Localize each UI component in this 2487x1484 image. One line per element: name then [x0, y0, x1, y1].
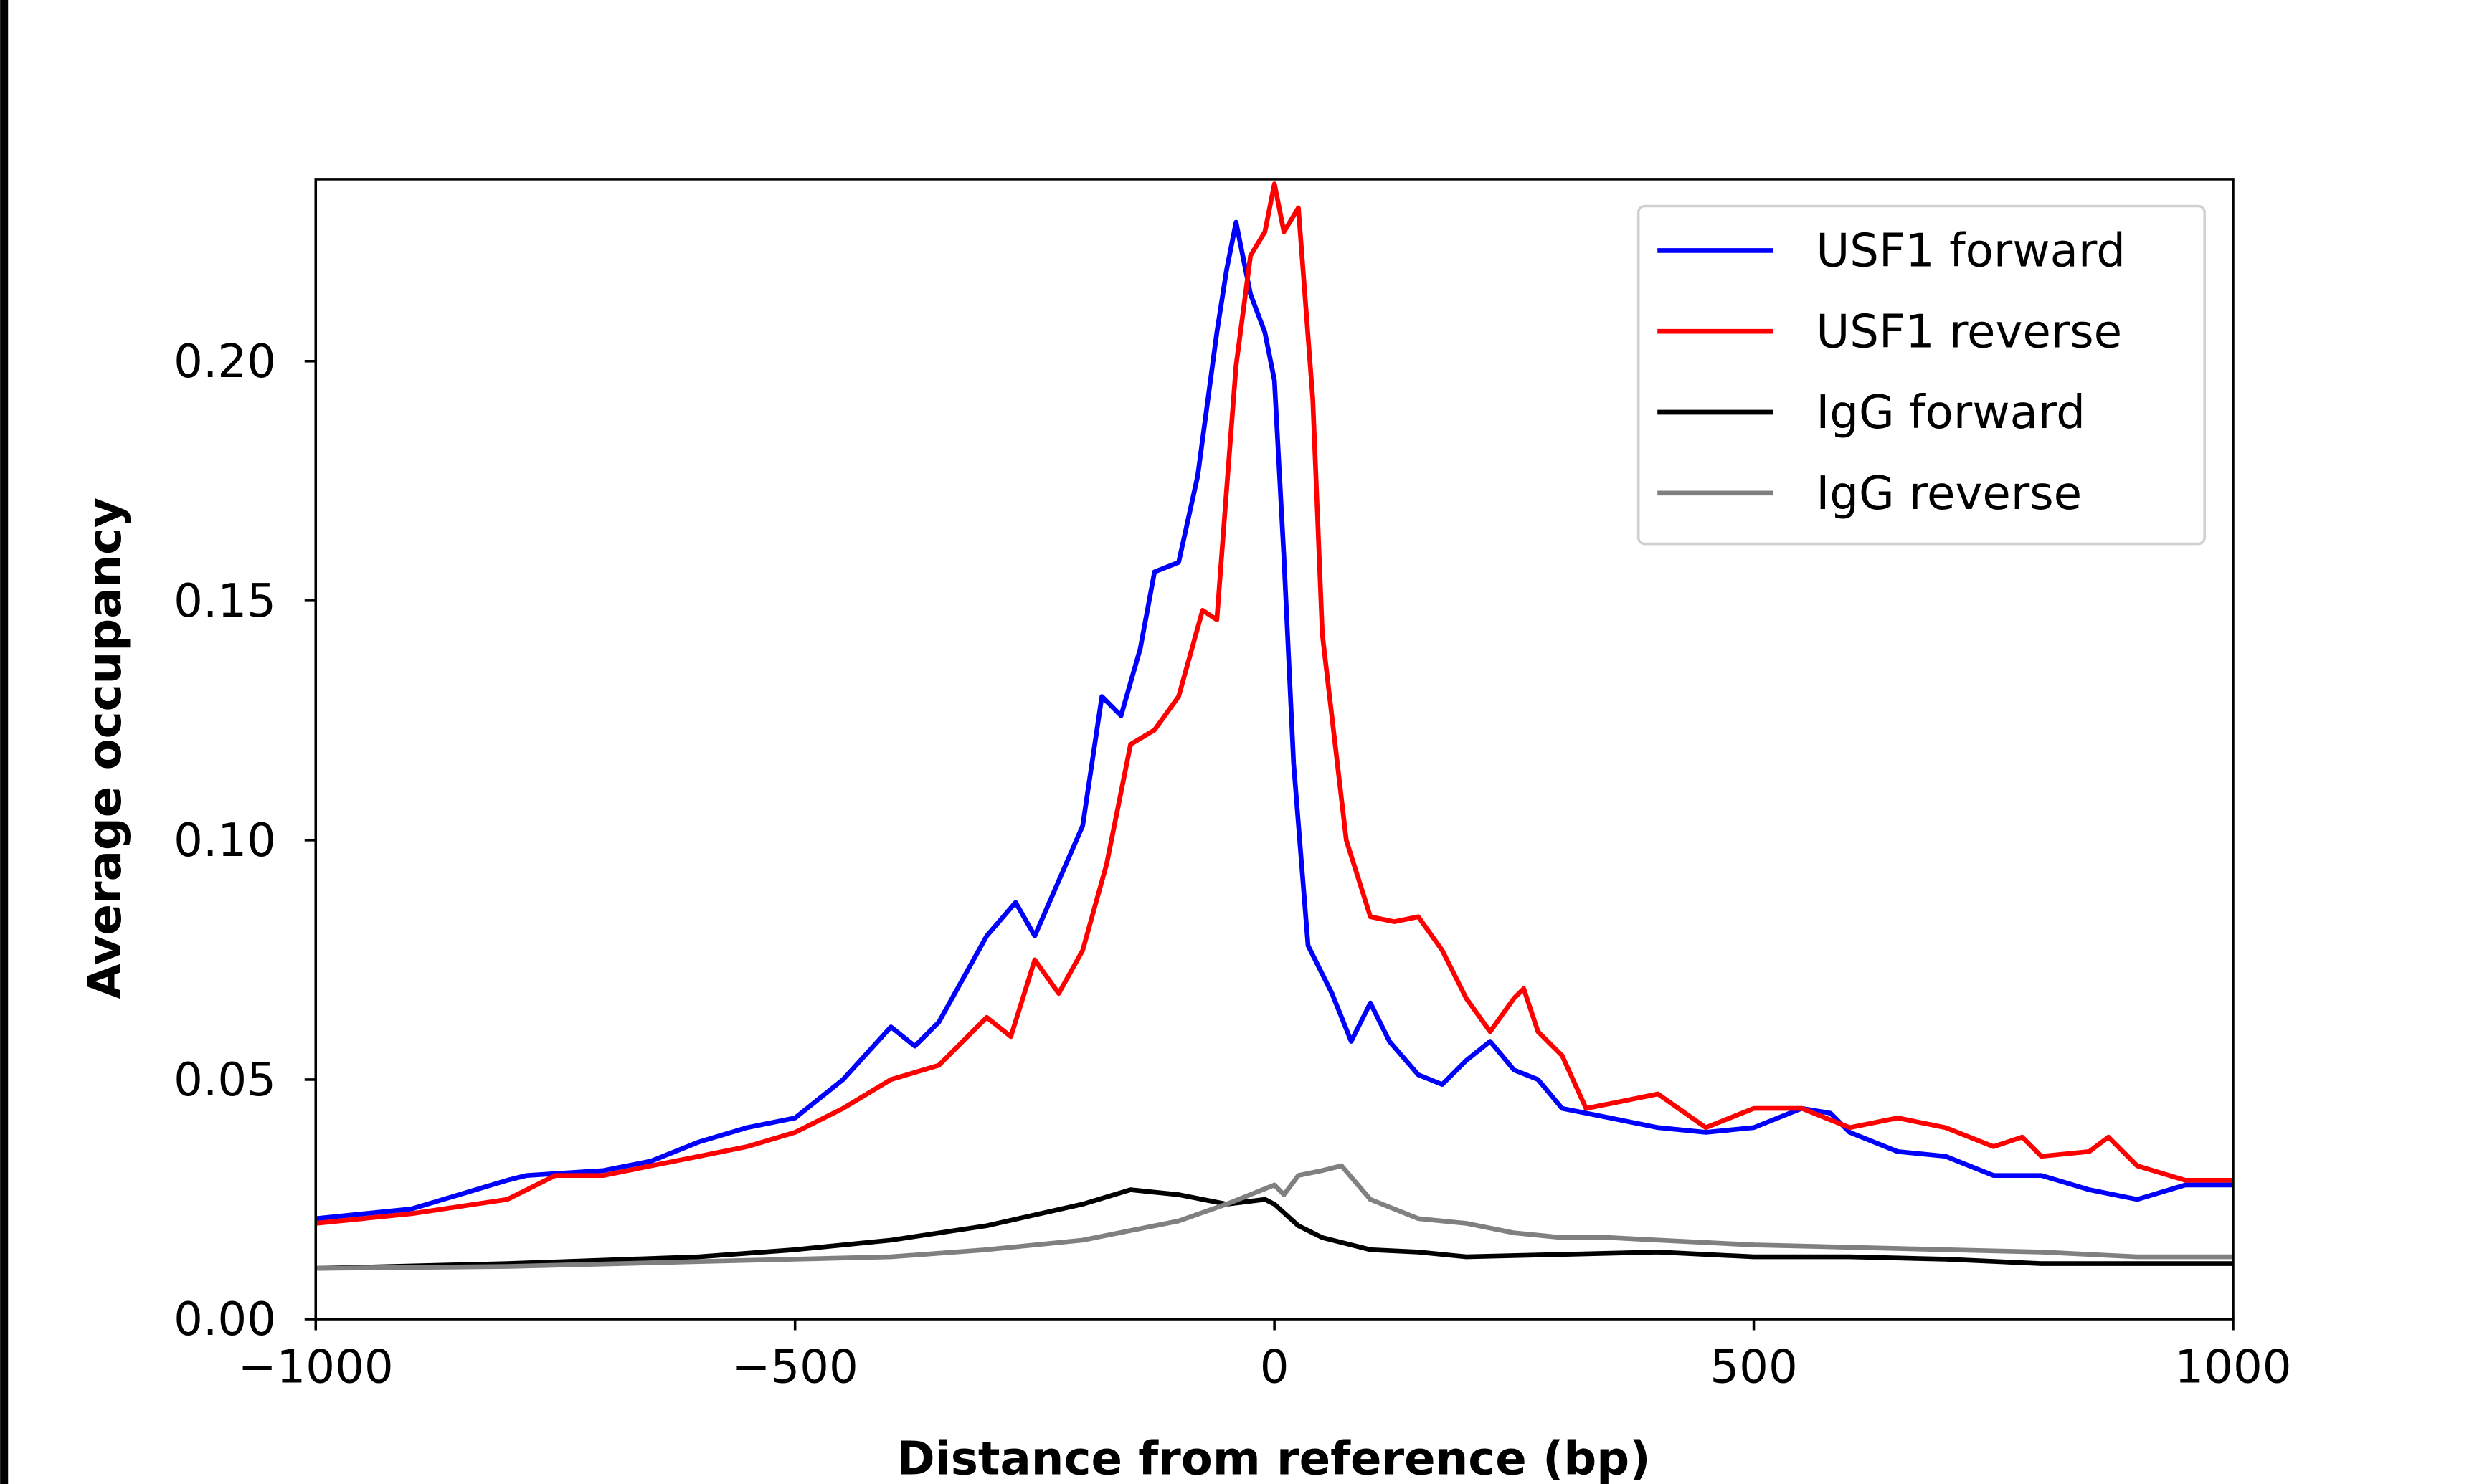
x-tick-label: 0 [1260, 1340, 1289, 1394]
series-line-usf1-forward [315, 219, 2234, 1222]
left-border [0, 0, 9, 1484]
x-tick-label: −500 [732, 1340, 858, 1394]
x-axis-label: Distance from reference (bp) [897, 1432, 1651, 1484]
legend-box [1636, 204, 2206, 546]
y-axis-label: Average occupancy [78, 498, 132, 999]
y-tick-label: 0.20 [174, 335, 276, 389]
y-axis-ticks: 0.00 0.05 0.10 0.15 0.20 [174, 335, 316, 1346]
series-line-igg-reverse [316, 1163, 2234, 1271]
x-tick-label: −1000 [238, 1340, 394, 1394]
y-tick-label: 0.10 [174, 814, 276, 867]
x-tick-label: 500 [1710, 1340, 1797, 1394]
legend-label: USF1 forward [1816, 224, 2126, 278]
series-lines [315, 181, 2234, 1271]
y-tick-label: 0.15 [174, 574, 276, 628]
y-tick-label: 0.00 [174, 1293, 276, 1346]
series-line-igg-forward [316, 1187, 2234, 1271]
x-tick-label: 1000 [2174, 1340, 2291, 1394]
legend-label: IgG forward [1816, 386, 2085, 439]
series-line-usf1-reverse [315, 181, 2234, 1226]
legend-label: USF1 reverse [1816, 305, 2122, 358]
legend-label: IgG reverse [1816, 467, 2082, 520]
x-axis-ticks: −1000 −500 0 500 1000 [238, 1319, 2292, 1394]
legend: USF1 forward USF1 reverse IgG forward IgG r… [1636, 204, 2206, 546]
y-tick-label: 0.05 [174, 1053, 276, 1107]
